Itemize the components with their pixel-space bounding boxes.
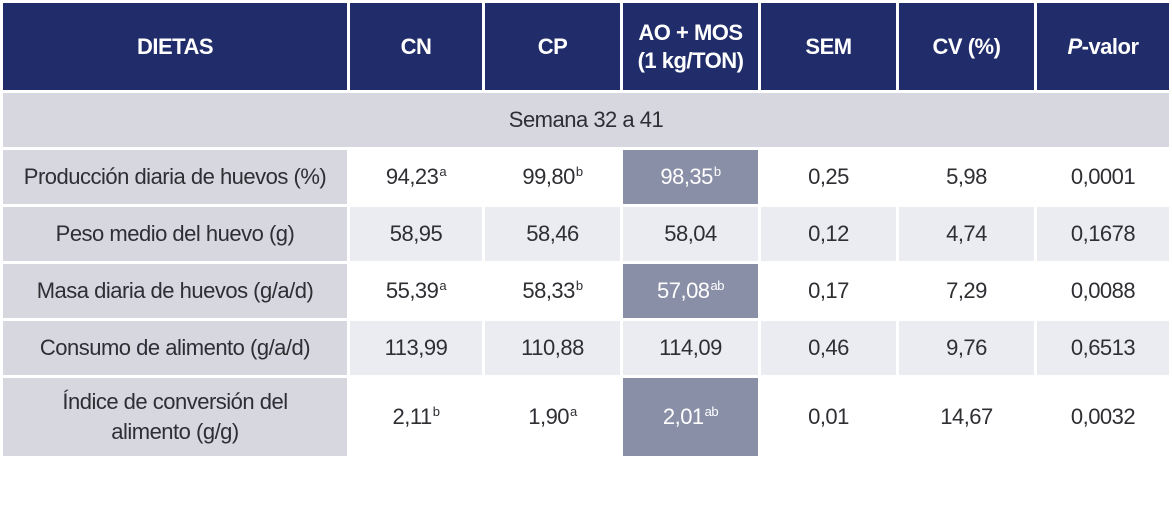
table-row: Masa diaria de huevos (g/a/d) 55,39a 58,… [3, 264, 1169, 318]
cell-ao-mos: 58,04 [623, 207, 758, 261]
table-row: Peso medio del huevo (g) 58,95 58,46 58,… [3, 207, 1169, 261]
cell-superscript: b [432, 403, 440, 419]
cell-cp: 99,80b [485, 150, 620, 204]
cell-ao-mos: 57,08ab [623, 264, 758, 318]
cell-sem: 0,17 [761, 264, 896, 318]
cell-cn: 58,95 [350, 207, 482, 261]
cell-p-valor: 0,1678 [1037, 207, 1169, 261]
cell-cn: 113,99 [350, 321, 482, 375]
row-label-line1: Índice de conversión del [62, 389, 288, 415]
cell-cv: 5,98 [899, 150, 1034, 204]
header-cv: CV (%) [899, 3, 1034, 90]
table-header: DIETAS CN CP AO + MOS (1 kg/TON) SEM CV … [3, 3, 1169, 90]
table-body: Semana 32 a 41 Producción diaria de huev… [3, 93, 1169, 456]
row-label-line2: alimento (g/g) [111, 419, 239, 444]
cell-value: 58,33 [522, 278, 575, 303]
header-cn: CN [350, 3, 482, 90]
section-label: Semana 32 a 41 [3, 93, 1169, 147]
cell-superscript: ab [710, 277, 725, 293]
cell-p-valor: 0,0032 [1037, 378, 1169, 456]
row-label: Masa diaria de huevos (g/a/d) [3, 264, 347, 318]
cell-value: 99,80 [522, 164, 575, 189]
cell-p-valor: 0,6513 [1037, 321, 1169, 375]
cell-value: 57,08 [656, 278, 710, 303]
header-p-valor: P-valor [1037, 3, 1169, 90]
cell-cp: 110,88 [485, 321, 620, 375]
cell-value: 55,39 [385, 278, 439, 303]
header-ao-mos-line1: AO + MOS [638, 20, 743, 45]
cell-ao-mos: 98,35b [623, 150, 758, 204]
cell-value: 110,88 [521, 335, 584, 360]
cell-superscript: a [439, 163, 447, 179]
results-table: DIETAS CN CP AO + MOS (1 kg/TON) SEM CV … [3, 3, 1169, 456]
table-row: Consumo de alimento (g/a/d) 113,99 110,8… [3, 321, 1169, 375]
cell-superscript: b [575, 277, 583, 293]
cell-superscript: a [439, 277, 447, 293]
cell-value: 58,46 [526, 221, 579, 246]
cell-value: 94,23 [385, 164, 439, 189]
cell-p-valor: 0,0088 [1037, 264, 1169, 318]
table-row: Producción diaria de huevos (%) 94,23a 9… [3, 150, 1169, 204]
header-cp: CP [485, 3, 620, 90]
cell-value: 113,99 [384, 335, 448, 360]
cell-cv: 4,74 [899, 207, 1034, 261]
cell-superscript: a [570, 403, 577, 419]
cell-ao-mos: 2,01ab [623, 378, 758, 456]
cell-ao-mos: 114,09 [623, 321, 758, 375]
cell-sem: 0,01 [761, 378, 896, 456]
cell-cv: 9,76 [899, 321, 1034, 375]
cell-value: 114,09 [659, 335, 722, 360]
header-ao-mos-line2: (1 kg/TON) [637, 47, 744, 73]
cell-cv: 14,67 [899, 378, 1034, 456]
cell-value: 58,04 [664, 221, 717, 246]
header-p-italic: P [1067, 33, 1082, 59]
row-label: Consumo de alimento (g/a/d) [3, 321, 347, 375]
cell-cn: 55,39a [350, 264, 482, 318]
table-row: Índice de conversión del alimento (g/g) … [3, 378, 1169, 456]
header-dietas: DIETAS [3, 3, 347, 90]
cell-sem: 0,46 [761, 321, 896, 375]
cell-cn: 94,23a [350, 150, 482, 204]
cell-value: 2,01 [662, 404, 704, 430]
cell-p-valor: 0,0001 [1037, 150, 1169, 204]
cell-cp: 58,33b [485, 264, 620, 318]
cell-value: 58,95 [389, 221, 443, 246]
row-label: Índice de conversión del alimento (g/g) [3, 378, 347, 456]
cell-cv: 7,29 [899, 264, 1034, 318]
cell-sem: 0,25 [761, 150, 896, 204]
header-sem: SEM [761, 3, 896, 90]
header-ao-mos: AO + MOS (1 kg/TON) [623, 3, 758, 90]
cell-cp: 58,46 [485, 207, 620, 261]
cell-superscript: b [713, 163, 721, 179]
header-p-rest: -valor [1081, 33, 1139, 59]
cell-superscript: ab [704, 403, 719, 419]
cell-value: 98,35 [660, 164, 713, 189]
cell-cn: 2,11b [350, 378, 482, 456]
row-label: Producción diaria de huevos (%) [3, 150, 347, 204]
cell-value: 1,90 [528, 404, 570, 430]
cell-value: 2,11 [392, 404, 433, 430]
row-label: Peso medio del huevo (g) [3, 207, 347, 261]
header-row: DIETAS CN CP AO + MOS (1 kg/TON) SEM CV … [3, 3, 1169, 90]
cell-sem: 0,12 [761, 207, 896, 261]
cell-superscript: b [575, 163, 583, 179]
cell-cp: 1,90a [485, 378, 620, 456]
section-row: Semana 32 a 41 [3, 93, 1169, 147]
